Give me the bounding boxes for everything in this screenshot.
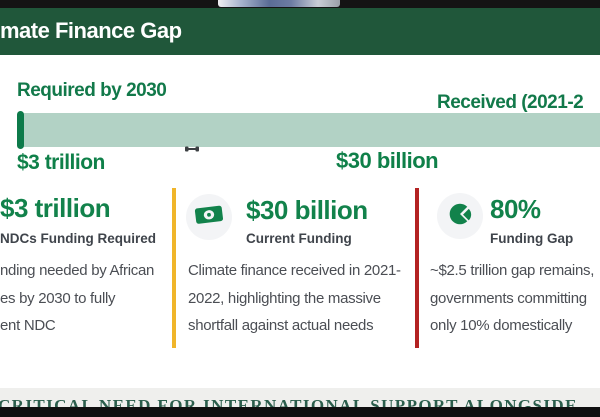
pie-chart-icon: [447, 201, 473, 232]
stat3-value: 80%: [490, 194, 541, 224]
stat1-line: es by 2030 to fully: [0, 289, 116, 307]
stat1-line: nding needed by African: [0, 262, 155, 279]
background-window-sliver: [218, 0, 340, 7]
header-banner: mate Finance Gap: [0, 8, 600, 55]
divider-red: [415, 188, 419, 348]
required-label: Required by 2030: [17, 80, 167, 101]
stat3-description: ~$2.5 trillion gap remains, governments …: [430, 257, 594, 340]
required-amount: $3 trillion: [17, 151, 105, 174]
page-title: mate Finance Gap: [0, 18, 182, 43]
stat2-value: $30 billion: [246, 195, 368, 225]
stat2-description: Climate finance received in 2021- 2022, …: [188, 257, 401, 340]
received-label: Received (2021-2: [437, 92, 584, 113]
received-amount: $30 billion: [336, 148, 439, 173]
top-letterbox-bar: [0, 0, 600, 8]
divider-yellow: [172, 188, 176, 348]
stat1-label: NDCs Funding Required: [0, 231, 156, 246]
stat1-description: nding needed by African es by 2030 to fu…: [0, 257, 154, 340]
comparison-bar-received-segment: [17, 111, 24, 149]
comparison-bar-track: [17, 113, 600, 147]
stat2-icon-badge: [186, 194, 232, 240]
stat3-label: Funding Gap: [490, 231, 574, 246]
bottom-letterbox-bar: [0, 407, 600, 417]
stat2-label: Current Funding: [246, 231, 352, 246]
stat1-line: ent NDC: [0, 317, 56, 334]
stat2-line: 2022, highlighting the massive: [188, 289, 381, 307]
stat3-line: ~$2.5 trillion gap remains,: [430, 262, 595, 279]
resize-cursor-icon: [185, 140, 199, 152]
stat3-icon-badge: [437, 193, 483, 239]
stat1-value: $3 trillion: [0, 193, 111, 223]
stat2-line: Climate finance received in 2021-: [188, 262, 401, 279]
stat3-line: governments committing: [430, 289, 587, 307]
money-bill-icon: [194, 204, 224, 231]
stat3-line: only 10% domestically: [430, 317, 573, 334]
stat2-line: shortfall against actual needs: [188, 317, 374, 334]
